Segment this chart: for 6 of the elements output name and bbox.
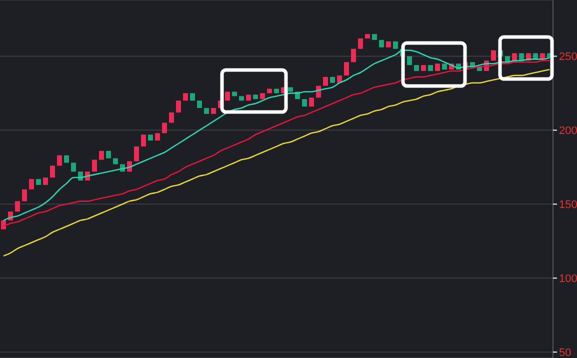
y-tick-label: 150 xyxy=(559,199,577,212)
y-tick-label: 200 xyxy=(559,125,577,138)
line-series xyxy=(2,68,550,257)
y-tick-label: 100 xyxy=(559,273,577,286)
y-tick-label: 50 xyxy=(559,346,572,358)
y-tick-label: 250 xyxy=(559,51,577,64)
